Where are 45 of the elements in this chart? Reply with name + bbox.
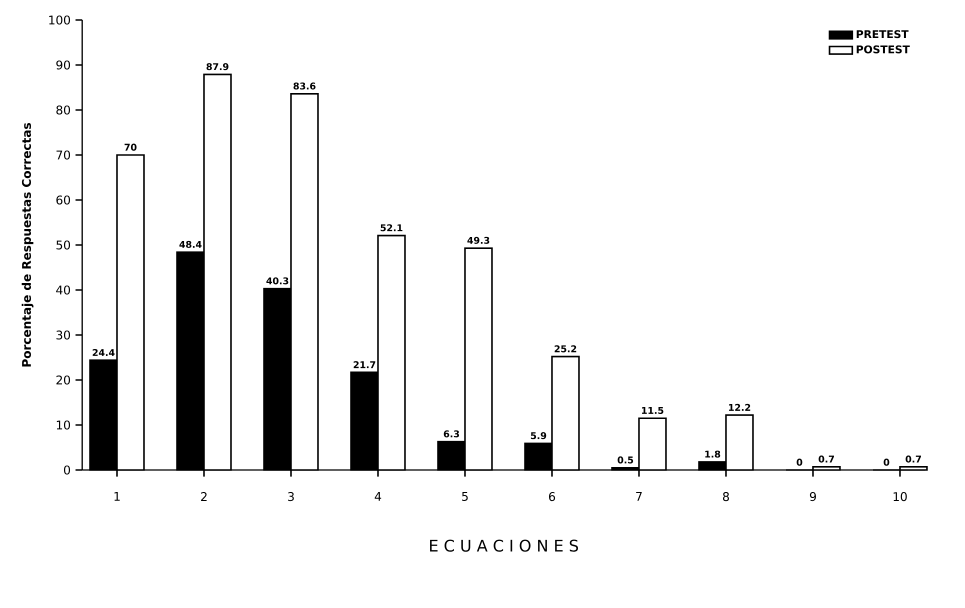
- x-tick-label: 5: [462, 492, 468, 501]
- y-axis-title: Porcentaje de Respuestas Correctas: [22, 123, 34, 366]
- x-tick-label: 7: [636, 492, 642, 501]
- y-tick-label: 60: [56, 195, 70, 205]
- x-tick-label: 6: [549, 492, 556, 502]
- y-tick-label: 100: [49, 15, 70, 25]
- y-tick-label: 20: [56, 375, 70, 385]
- data-label: 0.5: [618, 456, 634, 464]
- y-tick-label: 80: [56, 105, 70, 115]
- data-label: 12.2: [729, 404, 750, 411]
- data-label: 0: [796, 458, 802, 466]
- data-label: 0.7: [906, 456, 921, 463]
- data-label: 5.9: [530, 432, 546, 440]
- x-tick-label: 3: [288, 492, 294, 502]
- data-label: 52.1: [380, 224, 402, 232]
- data-label: 87.9: [206, 63, 228, 70]
- y-tick-label: 10: [56, 420, 70, 430]
- data-label: 24.4: [92, 349, 115, 356]
- data-label: 49.3: [467, 236, 490, 244]
- data-label: 48.4: [179, 240, 202, 248]
- data-label: 0.7: [818, 456, 834, 463]
- y-tick-label: 50: [56, 240, 70, 250]
- y-tick-label: 90: [56, 60, 70, 70]
- x-tick-label: 4: [374, 492, 382, 501]
- y-tick-label: 40: [56, 285, 70, 295]
- y-tick-label: 70: [56, 150, 70, 160]
- legend-label: PRETEST: [856, 30, 909, 38]
- x-tick-label: 9: [810, 492, 816, 502]
- x-tick-label: 8: [722, 492, 729, 502]
- data-label: 1.8: [705, 450, 720, 458]
- x-tick-label: 2: [201, 492, 207, 501]
- data-label: 21.7: [354, 361, 376, 368]
- data-label: 40.3: [266, 277, 288, 284]
- data-label: 83.6: [294, 82, 316, 90]
- data-label: 6.3: [444, 430, 460, 438]
- x-axis-title: E C U A C I O N E S: [430, 540, 578, 552]
- data-label: 11.5: [642, 407, 664, 414]
- data-label: 0: [884, 458, 890, 466]
- x-tick-label: 10: [894, 492, 907, 502]
- legend-label: POSTEST: [856, 45, 910, 54]
- data-label: 70: [124, 144, 137, 151]
- y-tick-label: 30: [56, 330, 70, 340]
- data-label: 25.2: [554, 345, 576, 352]
- y-tick-label: 0: [64, 465, 70, 475]
- x-tick-label: 1: [114, 492, 120, 501]
